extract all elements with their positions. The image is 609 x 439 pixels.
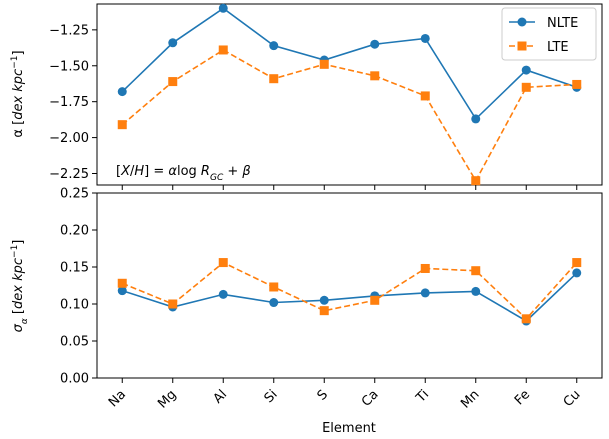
top-nlte-point	[218, 3, 228, 13]
x-tick-label: Fe	[512, 387, 533, 408]
bottom-nlte-point	[269, 298, 279, 308]
bot-ylabel-open: [	[11, 309, 26, 318]
annot-part-5: ] =	[144, 164, 168, 179]
legend-lte-label: LTE	[547, 40, 569, 55]
top-nlte-point	[420, 33, 430, 43]
bottom-lte-point	[168, 299, 178, 309]
bottom-nlte-point	[471, 286, 481, 296]
x-tick-label: Ti	[413, 387, 432, 406]
top-lte-point	[218, 45, 228, 55]
bot-ylabel-exp: −1	[10, 245, 20, 258]
top-y-tick-label: −1.25	[49, 23, 89, 38]
top-nlte-point	[471, 114, 481, 124]
top-lte-point	[269, 74, 279, 84]
legend-nlte-marker	[517, 17, 527, 27]
bottom-y-tick-label: 0.05	[60, 335, 89, 350]
bottom-nlte-line	[122, 272, 578, 322]
bottom-panel: 0.00 0.05 0.10 0.15 0.20 0.25 Na Mg Al Si S Ca Ti Mn…	[10, 185, 603, 436]
annot-part-6: α	[168, 164, 177, 179]
top-nlte-point	[370, 39, 380, 49]
top-annotation: [X/H] = αlog RGC + β	[116, 164, 251, 183]
top-lte-point	[420, 91, 430, 101]
bottom-lte-point	[269, 282, 279, 292]
annot-part-8: R	[201, 164, 210, 179]
top-lte-point	[572, 79, 582, 89]
annot-part-10: +	[223, 164, 242, 179]
top-ylabel-alpha: α [	[11, 120, 26, 138]
bottom-lte-point	[218, 258, 228, 268]
top-y-tick-label: −2.00	[49, 131, 89, 146]
top-lte-point	[370, 71, 380, 81]
annot-part-2: X	[120, 164, 131, 179]
x-tick-label: Al	[211, 387, 230, 406]
top-nlte-point	[269, 41, 279, 51]
top-y-axis-label: α [dex kpc−1]	[10, 50, 26, 137]
bot-ylabel-unit: dex kpc	[11, 258, 26, 309]
bot-ylabel-sigma: σ	[11, 323, 26, 332]
top-ylabel-unit: dex kpc	[11, 69, 26, 120]
top-series-group	[117, 3, 582, 186]
bottom-lte-line	[121, 261, 578, 320]
top-lte-point	[117, 120, 127, 130]
x-tick-label: S	[315, 387, 331, 403]
top-nlte-point	[521, 65, 531, 75]
annot-part-9: GC	[210, 173, 224, 183]
annot-part-3: /	[130, 164, 135, 179]
annot-part-4: H	[134, 164, 144, 179]
x-tick-label: Mg	[155, 387, 179, 411]
top-nlte-point	[117, 87, 127, 97]
top-y-tick-label: −1.50	[49, 59, 89, 74]
top-y-tick-label: −1.75	[49, 95, 89, 110]
legend-nlte-label: NLTE	[547, 16, 578, 31]
top-ylabel-close: ]	[11, 50, 26, 55]
bottom-lte-point	[521, 314, 531, 324]
bottom-nlte-point	[117, 286, 127, 296]
bottom-nlte-point	[319, 295, 329, 305]
x-axis-label: Element	[322, 421, 376, 436]
annot-part-7: log	[177, 164, 201, 179]
bottom-lte-point	[420, 263, 430, 273]
top-lte-point	[168, 77, 178, 87]
bottom-lte-point	[572, 258, 582, 268]
top-nlte-point	[168, 38, 178, 48]
top-ylabel-exp: −1	[10, 56, 20, 69]
x-tick-label: Mn	[458, 387, 482, 411]
bottom-plot-frame	[96, 192, 603, 379]
bottom-nlte-point	[218, 289, 228, 299]
legend: NLTE LTE	[501, 7, 597, 61]
top-y-tick-label: −2.25	[49, 167, 89, 182]
top-lte-point	[471, 176, 481, 186]
bottom-y-tick-label: 0.20	[60, 224, 89, 239]
top-nlte-line	[121, 7, 578, 121]
annot-part-1: [	[116, 164, 121, 179]
annot-part-11: β	[241, 164, 250, 179]
bottom-y-axis-label: σα [dex kpc−1]	[10, 240, 30, 333]
bottom-nlte-point	[572, 268, 582, 278]
top-y-ticks: −1.25 −1.50 −1.75 −2.00 −2.25	[49, 23, 97, 182]
x-tick-label: Ca	[359, 387, 382, 410]
bottom-lte-point	[471, 266, 481, 276]
top-lte-point	[521, 82, 531, 92]
top-plot-frame	[96, 3, 603, 186]
x-tick-label: Cu	[561, 387, 584, 410]
bottom-lte-point	[319, 306, 329, 316]
x-tick-label: Si	[262, 387, 281, 406]
bottom-y-tick-label: 0.00	[60, 372, 89, 387]
bottom-series-group	[117, 258, 582, 326]
x-tick-label: Na	[106, 387, 129, 410]
bottom-nlte-point	[420, 288, 430, 298]
bottom-lte-point	[117, 278, 127, 288]
legend-lte-marker	[517, 41, 527, 51]
bottom-lte-point	[370, 295, 380, 305]
bottom-y-tick-label: 0.25	[60, 187, 89, 202]
bot-ylabel-close: ]	[11, 240, 26, 245]
bot-ylabel-sub: α	[20, 318, 30, 324]
bottom-y-tick-label: 0.15	[60, 261, 89, 276]
bottom-y-ticks: 0.00 0.05 0.10 0.15 0.20 0.25	[60, 187, 97, 387]
top-panel: −1.25−1.50−1.75−2.00−2.25 α [dex kpc−1] …	[10, 3, 603, 186]
top-lte-point	[319, 59, 329, 69]
bottom-y-tick-label: 0.10	[60, 298, 89, 313]
top-lte-line	[121, 49, 577, 183]
